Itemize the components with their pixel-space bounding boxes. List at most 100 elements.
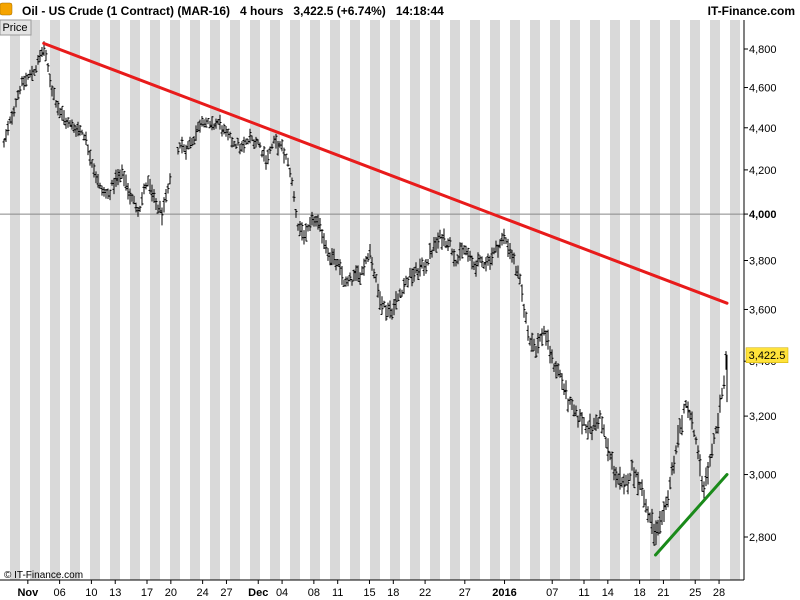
price-bar [552,363,556,372]
price-bar [2,138,6,148]
x-tick-label: 18 [633,587,645,599]
time-band [270,20,280,580]
last-price-label: 3,422.5 [749,350,786,362]
price-bar [122,170,126,187]
price-bar [632,467,636,489]
price-bar [562,383,566,395]
x-tick-label: 18 [387,587,399,599]
price-bar [128,188,132,205]
time-band [250,20,260,580]
price-bar [584,424,588,434]
resistance-trendline[interactable] [42,41,729,305]
price-bar [208,120,212,129]
price-bar [388,300,392,319]
price-bar [62,110,66,126]
price-bar [20,76,24,87]
price-bar [612,465,616,481]
price-bar [548,345,552,364]
price-bar [60,105,64,121]
time-band [170,20,180,580]
price-bar [406,277,410,288]
price-bar [590,426,594,441]
price-bar [156,204,160,214]
price-bar [84,131,88,146]
price-bar [588,413,592,434]
price-bar [316,214,320,230]
price-bar [532,338,536,352]
time-band [470,20,480,580]
price-bar [448,237,452,247]
price-bar [656,519,660,536]
price-bar [644,498,648,513]
price-bar [110,179,114,186]
price-bar [320,229,324,244]
price-bar [496,244,500,258]
price-bar [218,114,222,130]
price-bar [694,436,698,445]
price-bar [524,311,528,324]
price-tab-box[interactable] [0,19,32,36]
x-tick-label: 04 [276,587,288,599]
price-bar [478,255,482,263]
time-band [410,20,420,580]
price-bar [374,274,378,283]
price-bar [348,272,352,282]
price-bar [696,445,700,460]
price-bar [252,139,256,150]
price-bar [706,461,710,485]
price-bar [342,279,346,287]
price-bar [676,424,680,448]
x-tick-label: Dec [248,587,268,599]
price-bar [100,185,104,196]
price-bar [148,178,152,194]
price-bar [720,387,724,400]
x-tick-label: 2016 [492,587,516,599]
price-bar [290,177,294,186]
time-band [730,20,740,580]
instrument-icon[interactable] [0,2,13,16]
price-bar [516,265,520,279]
price-bar [228,131,232,139]
y-tick-label: 4,400 [749,123,777,135]
quote-label: 3,422.5 (+6.74%) [293,4,385,18]
x-tick-label: 27 [459,587,471,599]
price-bar [150,184,154,202]
price-bar [416,268,420,281]
time-band [230,20,240,580]
price-bar [158,200,162,214]
y-tick-label: 4,800 [749,44,777,56]
price-bar [258,142,262,148]
price-bar [284,153,288,160]
price-bar [648,512,652,523]
price-bar [264,155,268,170]
price-bar [70,119,74,130]
price-bar [404,275,408,286]
price-bar [396,293,400,302]
title-bar [0,0,800,20]
price-bar [74,125,78,137]
price-bar [412,267,416,282]
price-tab[interactable]: Price [0,19,32,36]
price-bar [508,243,512,260]
price-tab-label: Price [2,22,27,34]
price-bar [468,250,472,261]
price-bar [528,337,532,346]
x-tick-label: 24 [197,587,209,599]
price-bar [292,191,296,202]
price-bar [226,128,230,141]
price-bar [80,129,84,136]
price-bar [190,138,194,147]
price-bar [542,325,546,336]
price-bar [330,248,334,266]
price-bar [628,472,632,482]
price-bar [668,476,672,490]
price-bar [280,139,284,152]
last-price-badge: 3,422.5 [745,347,789,363]
price-bar [210,116,214,131]
price-bar [454,259,458,267]
price-bar [386,302,390,318]
x-tick-label: 25 [689,587,701,599]
price-bar [370,256,374,271]
support-trendline[interactable] [653,473,729,557]
